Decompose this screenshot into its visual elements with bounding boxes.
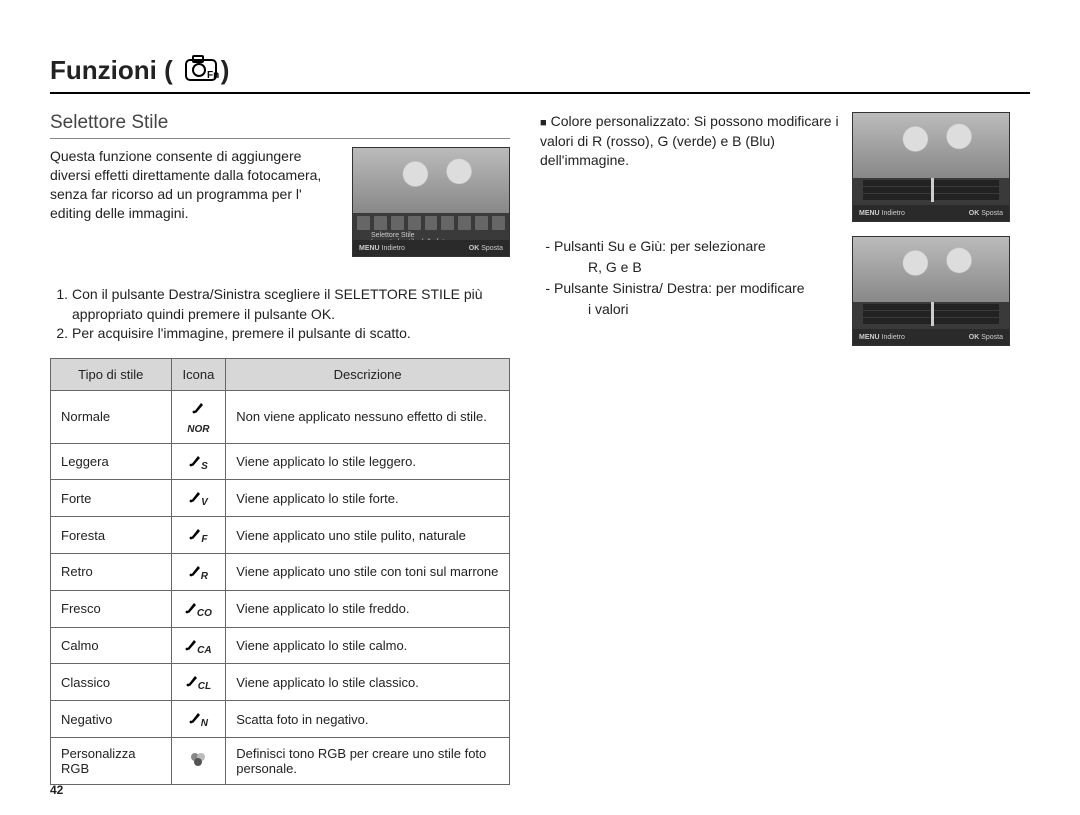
instruction-row: -Pulsanti Su e Giù: per selezionare — [540, 236, 840, 257]
th-type: Tipo di stile — [51, 358, 172, 390]
cell-desc: Viene applicato lo stile classico. — [226, 664, 510, 701]
preview-screenshot-rgb-1: MENU Indietro OK Sposta — [852, 112, 1010, 222]
custom-color-block: ■Colore personalizzato: Si possono modif… — [540, 112, 1010, 222]
style-table: Tipo di stile Icona Descrizione NormaleN… — [50, 358, 510, 785]
cell-icon: S — [171, 443, 226, 480]
style-icon: CA — [185, 636, 211, 652]
section-subtitle: Selettore Stile — [50, 112, 510, 139]
cell-icon: V — [171, 480, 226, 517]
cell-desc: Viene applicato lo stile forte. — [226, 480, 510, 517]
table-row: Foresta F Viene applicato uno stile pulito… — [51, 517, 510, 554]
cell-type: Fresco — [51, 590, 172, 627]
cell-icon: N — [171, 701, 226, 738]
cell-icon: R — [171, 553, 226, 590]
style-icon: R — [189, 562, 208, 578]
step-item: 2.Per acquisire l'immagine, premere il p… — [50, 324, 510, 344]
page-title-row: Funzioni ( Fn ) — [50, 55, 1030, 94]
style-icon: NOR — [187, 399, 209, 431]
cell-type: Forte — [51, 480, 172, 517]
instructions-text: -Pulsanti Su e Giù: per selezionare R, G… — [540, 236, 840, 320]
cell-type: Foresta — [51, 517, 172, 554]
preview-line1: Selettore Stile — [371, 232, 450, 239]
cell-desc: Scatta foto in negativo. — [226, 701, 510, 738]
table-row: Leggera S Viene applicato lo stile leggero… — [51, 443, 510, 480]
page-title: Funzioni ( — [50, 55, 173, 86]
page-number: 42 — [50, 783, 63, 797]
cell-desc: Viene applicato uno stile pulito, natura… — [226, 517, 510, 554]
th-desc: Descrizione — [226, 358, 510, 390]
table-row: Fresco CO Viene applicato lo stile freddo. — [51, 590, 510, 627]
custom-label: Colore personalizzato: — [551, 113, 690, 129]
table-header-row: Tipo di stile Icona Descrizione — [51, 358, 510, 390]
cell-type: Classico — [51, 664, 172, 701]
ok-label: OK — [469, 245, 480, 252]
steps-list: 1.Con il pulsante Destra/Sinistra scegli… — [50, 285, 510, 344]
cell-type: Personalizza RGB — [51, 737, 172, 784]
instruction-sub: R, G e B — [540, 257, 840, 278]
content-columns: Selettore Stile Questa funzione consente… — [50, 112, 1030, 785]
table-row: Classico CL Viene applicato lo stile class… — [51, 664, 510, 701]
instruction-row: -Pulsante Sinistra/ Destra: per modifica… — [540, 278, 840, 299]
style-icon: N — [189, 709, 208, 725]
camera-fn-icon: Fn — [185, 55, 221, 86]
cell-desc: Viene applicato uno stile con toni sul m… — [226, 553, 510, 590]
cell-type: Leggera — [51, 443, 172, 480]
style-icon: F — [189, 525, 207, 541]
move-label: Sposta — [481, 245, 503, 252]
table-row: Normale NOR Non viene applicato nessuno ef… — [51, 390, 510, 443]
rgb-palette-icon — [171, 737, 226, 784]
cell-icon: F — [171, 517, 226, 554]
svg-text:Fn: Fn — [207, 70, 219, 81]
cell-desc: Non viene applicato nessuno effetto di s… — [226, 390, 510, 443]
left-column: Selettore Stile Questa funzione consente… — [50, 112, 510, 785]
square-bullet-icon: ■ — [540, 117, 547, 129]
style-icon: S — [189, 452, 208, 468]
table-row: Negativo N Scatta foto in negativo. — [51, 701, 510, 738]
table-row: Personalizza RGB Definisci tono RGB per c… — [51, 737, 510, 784]
style-icon: CL — [186, 672, 211, 688]
table-row: Calmo CA Viene applicato lo stile calmo. — [51, 627, 510, 664]
custom-color-text: ■Colore personalizzato: Si possono modif… — [540, 112, 840, 171]
style-icon: V — [189, 488, 208, 504]
cell-desc: Definisci tono RGB per creare uno stile … — [226, 737, 510, 784]
intro-text: Questa funzione consente di aggiungere d… — [50, 147, 342, 223]
cell-icon: CO — [171, 590, 226, 627]
instruction-sub: i valori — [540, 299, 840, 320]
style-icon: CO — [185, 599, 212, 615]
cell-desc: Viene applicato lo stile freddo. — [226, 590, 510, 627]
intro-row: Questa funzione consente di aggiungere d… — [50, 147, 510, 257]
preview-screenshot-rgb-2: MENU Indietro OK Sposta — [852, 236, 1010, 346]
cell-type: Calmo — [51, 627, 172, 664]
step-item: 1.Con il pulsante Destra/Sinistra scegli… — [50, 285, 510, 324]
cell-icon: NOR — [171, 390, 226, 443]
cell-icon: CA — [171, 627, 226, 664]
cell-type: Retro — [51, 553, 172, 590]
cell-icon: CL — [171, 664, 226, 701]
table-row: Forte V Viene applicato lo stile forte. — [51, 480, 510, 517]
cell-desc: Viene applicato lo stile calmo. — [226, 627, 510, 664]
back-label: Indietro — [382, 245, 405, 252]
preview-screenshot-style: Selettore Stile Imposta lo stile della f… — [352, 147, 510, 257]
cell-type: Negativo — [51, 701, 172, 738]
th-icon: Icona — [171, 358, 226, 390]
right-column: ■Colore personalizzato: Si possono modif… — [540, 112, 1010, 785]
page-title-close: ) — [221, 55, 230, 86]
table-row: Retro R Viene applicato uno stile con toni… — [51, 553, 510, 590]
cell-desc: Viene applicato lo stile leggero. — [226, 443, 510, 480]
cell-type: Normale — [51, 390, 172, 443]
menu-label: MENU — [359, 245, 380, 252]
instructions-block: -Pulsanti Su e Giù: per selezionare R, G… — [540, 236, 1010, 346]
